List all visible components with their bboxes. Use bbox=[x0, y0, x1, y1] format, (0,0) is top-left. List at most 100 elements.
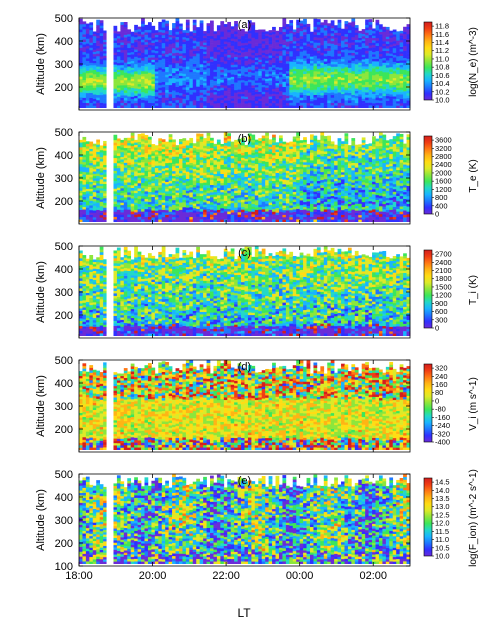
heatmap-cell bbox=[178, 163, 183, 167]
heatmap-cell bbox=[99, 51, 104, 54]
heatmap-cell bbox=[361, 98, 366, 102]
heatmap-cell bbox=[154, 62, 159, 65]
heatmap-cell bbox=[275, 94, 280, 97]
heatmap-cell bbox=[299, 94, 304, 98]
heatmap-cell bbox=[220, 155, 225, 158]
heatmap-cell bbox=[213, 58, 218, 61]
heatmap-cell bbox=[92, 143, 97, 147]
heatmap-cell bbox=[99, 210, 104, 214]
heatmap-cell bbox=[292, 34, 297, 37]
heatmap-cell bbox=[396, 94, 400, 97]
heatmap-cell bbox=[96, 68, 100, 72]
heatmap-cell bbox=[99, 185, 104, 189]
heatmap-cell bbox=[378, 51, 383, 55]
heatmap-cell bbox=[254, 50, 259, 54]
heatmap-cell bbox=[337, 92, 342, 96]
heatmap-cell bbox=[127, 91, 132, 95]
heatmap-cell bbox=[296, 94, 300, 98]
heatmap-cell bbox=[154, 52, 159, 56]
heatmap-cell bbox=[196, 156, 200, 160]
heatmap-cell bbox=[82, 74, 87, 78]
heatmap-cell bbox=[189, 60, 194, 64]
heatmap-cell bbox=[82, 29, 87, 32]
heatmap-cell bbox=[223, 219, 228, 222]
heatmap-cell bbox=[168, 78, 173, 81]
heatmap-cell bbox=[316, 97, 321, 101]
heatmap-cell bbox=[116, 143, 121, 147]
heatmap-cell bbox=[141, 143, 145, 147]
heatmap-cell bbox=[234, 144, 238, 148]
heatmap-cell bbox=[247, 182, 252, 186]
heatmap-cell bbox=[189, 179, 194, 183]
heatmap-cell bbox=[85, 179, 90, 182]
heatmap-cell bbox=[103, 152, 107, 156]
heatmap-cell bbox=[120, 200, 125, 203]
heatmap-cell bbox=[272, 38, 276, 42]
heatmap-cell bbox=[203, 51, 207, 54]
heatmap-cell bbox=[130, 60, 135, 64]
heatmap-cell bbox=[282, 84, 287, 88]
heatmap-cell bbox=[79, 188, 83, 191]
heatmap-cell bbox=[372, 40, 376, 43]
heatmap-cell bbox=[168, 80, 173, 83]
heatmap-cell bbox=[375, 24, 380, 28]
heatmap-cell bbox=[344, 72, 349, 75]
heatmap-cell bbox=[161, 173, 166, 176]
heatmap-cell bbox=[178, 143, 183, 147]
heatmap-cell bbox=[310, 45, 314, 48]
heatmap-cell bbox=[261, 77, 266, 81]
heatmap-cell bbox=[251, 196, 256, 199]
heatmap-cell bbox=[358, 30, 363, 34]
heatmap-cell bbox=[147, 37, 152, 41]
heatmap-cell bbox=[251, 42, 256, 46]
heatmap-cell bbox=[96, 204, 100, 208]
heatmap-cell bbox=[144, 76, 149, 79]
heatmap-cell bbox=[103, 80, 107, 84]
heatmap-cell bbox=[168, 201, 173, 204]
heatmap-cell bbox=[372, 42, 376, 46]
heatmap-cell bbox=[137, 190, 142, 194]
heatmap-cell bbox=[206, 148, 211, 152]
heatmap-cell bbox=[323, 71, 328, 75]
heatmap-cell bbox=[103, 64, 107, 68]
heatmap-cell bbox=[172, 97, 176, 101]
heatmap-cell bbox=[299, 28, 304, 32]
heatmap-cell bbox=[220, 212, 225, 216]
heatmap-cell bbox=[223, 184, 228, 188]
heatmap-cell bbox=[341, 40, 345, 43]
heatmap-cell bbox=[185, 142, 190, 146]
heatmap-cell bbox=[196, 190, 200, 194]
heatmap-cell bbox=[192, 217, 197, 220]
heatmap-cell bbox=[147, 136, 152, 140]
heatmap-cell bbox=[237, 190, 242, 193]
heatmap-cell bbox=[216, 95, 221, 99]
heatmap-cell bbox=[234, 166, 238, 170]
heatmap-cell bbox=[175, 55, 180, 59]
heatmap-cell bbox=[285, 88, 290, 91]
heatmap-cell bbox=[330, 38, 335, 42]
heatmap-cell bbox=[275, 66, 280, 70]
heatmap-cell bbox=[216, 202, 221, 206]
heatmap-cell bbox=[241, 167, 245, 171]
heatmap-cell bbox=[285, 75, 290, 79]
heatmap-cell bbox=[320, 65, 325, 68]
heatmap-cell bbox=[223, 153, 228, 157]
heatmap-cell bbox=[210, 192, 214, 195]
heatmap-cell bbox=[265, 98, 269, 102]
heatmap-cell bbox=[147, 62, 152, 66]
heatmap-cell bbox=[241, 182, 245, 185]
heatmap-cell bbox=[241, 206, 245, 210]
heatmap-cell bbox=[230, 105, 235, 108]
heatmap-cell bbox=[99, 176, 104, 180]
heatmap-cell bbox=[323, 63, 328, 67]
heatmap-cell bbox=[182, 172, 187, 176]
heatmap-cell bbox=[292, 93, 297, 97]
heatmap-cell bbox=[137, 141, 142, 145]
heatmap-cell bbox=[296, 79, 300, 83]
heatmap-cell bbox=[213, 49, 218, 52]
heatmap-cell bbox=[127, 145, 132, 148]
heatmap-cell bbox=[168, 64, 173, 67]
heatmap-cell bbox=[134, 39, 138, 43]
heatmap-cell bbox=[285, 36, 290, 40]
heatmap-cell bbox=[154, 39, 159, 42]
